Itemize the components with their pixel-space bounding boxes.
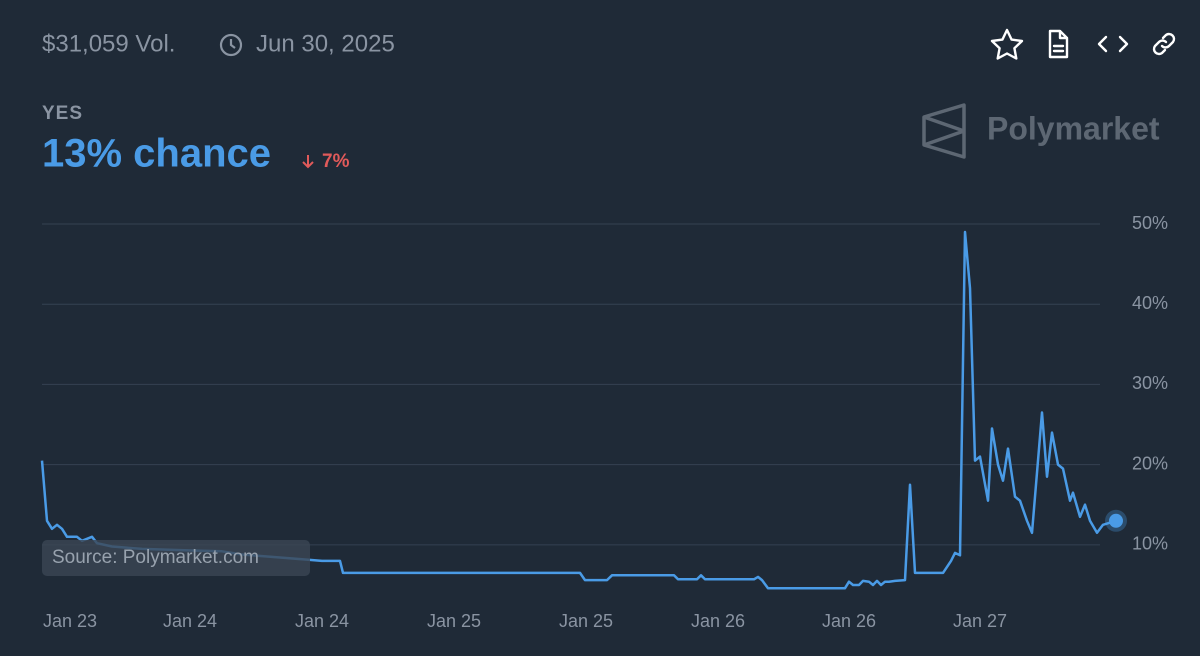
brand-logo (922, 103, 966, 159)
brand-name: Polymarket (987, 110, 1160, 146)
change: 7% (322, 151, 350, 172)
x-tick-label: Jan 23 (43, 611, 97, 631)
clock-icon (219, 33, 243, 57)
outcome-label: YES (42, 103, 83, 124)
favorite-button[interactable] (990, 28, 1024, 60)
y-tick-label: 30% (1132, 373, 1168, 393)
current-point (1109, 513, 1123, 528)
x-tick-label: Jan 25 (427, 611, 481, 631)
copy-link-button[interactable] (1152, 32, 1176, 56)
document-button[interactable] (1048, 29, 1069, 59)
x-tick-label: Jan 26 (822, 611, 876, 631)
y-tick-label: 50% (1132, 213, 1168, 233)
down-arrow (302, 155, 314, 169)
embed-button[interactable] (1097, 35, 1129, 53)
y-tick-label: 10% (1132, 534, 1168, 554)
end-date: Jun 30, 2025 (256, 30, 395, 57)
volume: $31,059 Vol. (42, 30, 175, 57)
y-tick-label: 20% (1132, 453, 1168, 473)
x-tick-label: Jan 24 (295, 611, 349, 631)
x-tick-label: Jan 27 (953, 611, 1007, 631)
chance: 13% chance (42, 132, 271, 176)
x-tick-label: Jan 26 (691, 611, 745, 631)
x-tick-label: Jan 24 (163, 611, 217, 631)
source-box (42, 540, 310, 576)
source: Source: Polymarket.com (52, 547, 259, 568)
y-tick-label: 40% (1132, 293, 1168, 313)
x-tick-label: Jan 25 (559, 611, 613, 631)
